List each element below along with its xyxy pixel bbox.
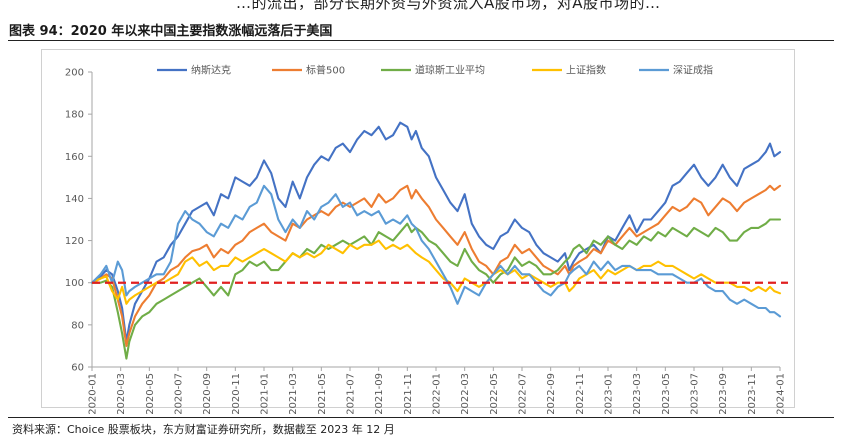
x-tick-label: 2020-01 — [88, 373, 99, 415]
x-tick-label: 2020-05 — [145, 373, 156, 415]
source-rule — [8, 417, 834, 418]
x-tick-label: 2022-03 — [460, 373, 471, 415]
legend-label: 上证指数 — [566, 64, 606, 77]
x-tick-label: 2022-07 — [518, 373, 529, 415]
x-tick-label: 2023-09 — [718, 373, 729, 415]
page-top-text: …的流出，部分长期外资与外资流入A股市场，对A股市场的… — [236, 0, 661, 12]
series-line-纳斯达克 — [90, 121, 782, 343]
legend-label: 道琼斯工业平均 — [415, 64, 485, 77]
x-tick-label: 2022-09 — [546, 373, 557, 415]
x-tick-label: 2024-01 — [776, 373, 787, 415]
series-line-道琼斯工业平均 — [90, 218, 782, 360]
y-tick-label: 100 — [65, 278, 84, 289]
x-tick-label: 2020-09 — [202, 373, 213, 415]
title-rule — [8, 40, 834, 41]
y-tick-label: 80 — [71, 320, 84, 331]
y-tick-label: 200 — [65, 68, 84, 79]
x-tick-label: 2020-07 — [174, 373, 185, 415]
x-tick-label: 2021-03 — [288, 373, 299, 415]
x-tick-label: 2023-03 — [632, 373, 643, 415]
x-tick-label: 2021-01 — [260, 373, 271, 415]
x-tick-label: 2020-03 — [116, 373, 127, 415]
legend-label: 纳斯达克 — [191, 64, 231, 77]
x-tick-label: 2022-11 — [575, 373, 586, 415]
y-tick-label: 120 — [65, 236, 84, 247]
x-tick-label: 2022-05 — [489, 373, 500, 415]
legend-label: 标普500 — [306, 64, 345, 77]
x-tick-label: 2021-07 — [346, 373, 357, 415]
source-note: 资料来源：Choice 股票板块，东方财富证券研究所，数据截至 2023 年 1… — [12, 423, 395, 436]
series-line-标普500 — [90, 184, 782, 347]
figure-title: 图表 94：2020 年以来中国主要指数涨幅远落后于美国 — [9, 24, 333, 39]
x-tick-label: 2023-07 — [690, 373, 701, 415]
y-tick-label: 180 — [65, 110, 84, 121]
y-tick-label: 60 — [71, 363, 84, 374]
x-tick-label: 2021-09 — [374, 373, 385, 415]
x-tick-label: 2023-11 — [747, 373, 758, 415]
x-tick-label: 2023-01 — [604, 373, 615, 415]
x-tick-label: 2021-11 — [403, 373, 414, 415]
x-tick-label: 2023-05 — [661, 373, 672, 415]
x-tick-label: 2020-11 — [231, 373, 242, 415]
chart-frame — [41, 49, 795, 408]
y-tick-label: 160 — [65, 152, 84, 163]
y-tick-label: 140 — [65, 194, 84, 205]
series-line-深证成指 — [90, 184, 782, 318]
x-tick-label: 2022-01 — [432, 373, 443, 415]
series-line-上证指数 — [90, 239, 782, 305]
legend-label: 深证成指 — [673, 64, 713, 77]
x-tick-label: 2021-05 — [317, 373, 328, 415]
